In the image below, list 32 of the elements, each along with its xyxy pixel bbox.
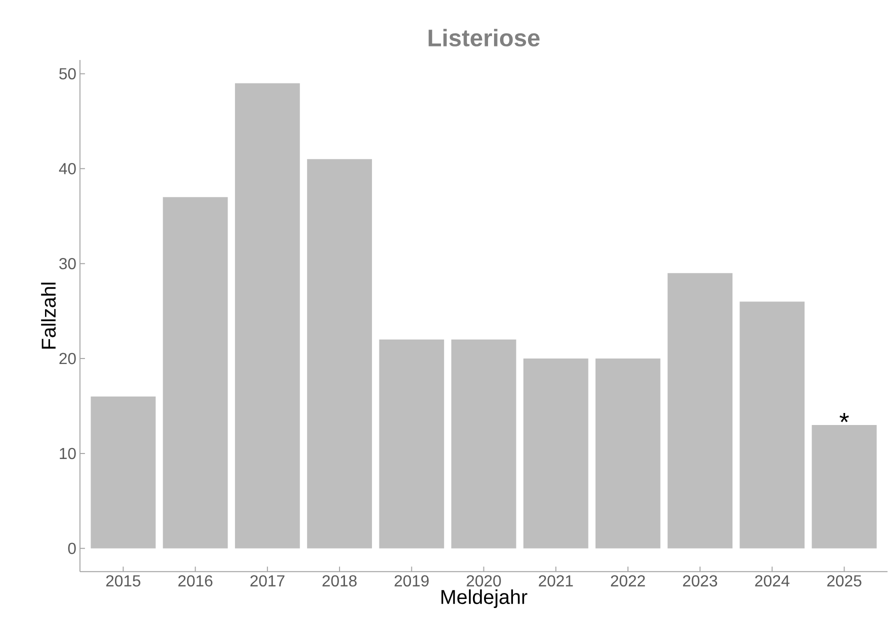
x-axis-title: Meldejahr bbox=[441, 590, 528, 608]
bar bbox=[90, 396, 156, 549]
bar bbox=[740, 302, 805, 549]
bar bbox=[162, 197, 228, 549]
x-tick-label: 2022 bbox=[610, 575, 645, 587]
chart-title: Listeriose bbox=[428, 28, 540, 47]
x-tick-label: 2023 bbox=[683, 575, 718, 587]
bar bbox=[812, 425, 877, 549]
bar bbox=[451, 340, 516, 549]
y-tick-label: 40 bbox=[59, 163, 76, 174]
x-tick-label: 2021 bbox=[538, 575, 573, 587]
y-tick-label: 50 bbox=[59, 68, 76, 80]
x-tick-label: 2016 bbox=[178, 575, 212, 587]
x-tick-label: 2017 bbox=[250, 575, 284, 587]
y-axis-title: Fallzahl bbox=[41, 282, 56, 349]
bar bbox=[379, 340, 444, 549]
bar bbox=[668, 273, 732, 549]
bar bbox=[523, 358, 588, 549]
x-tick-label: 2015 bbox=[106, 575, 140, 587]
y-tick-label: 10 bbox=[60, 448, 76, 460]
y-tick-label: 20 bbox=[59, 353, 76, 364]
y-tick-label: 30 bbox=[59, 258, 76, 270]
annotation: * bbox=[840, 413, 849, 422]
x-tick-label: 2019 bbox=[394, 575, 429, 587]
bar bbox=[307, 159, 372, 549]
x-tick-label: 2025 bbox=[827, 575, 862, 587]
x-tick-label: 2020 bbox=[466, 575, 501, 587]
x-tick-label: 2018 bbox=[322, 575, 357, 587]
x-tick-label: 2024 bbox=[755, 575, 790, 587]
bar bbox=[595, 358, 660, 549]
y-tick-label: 0 bbox=[68, 542, 76, 554]
bar bbox=[234, 83, 300, 549]
